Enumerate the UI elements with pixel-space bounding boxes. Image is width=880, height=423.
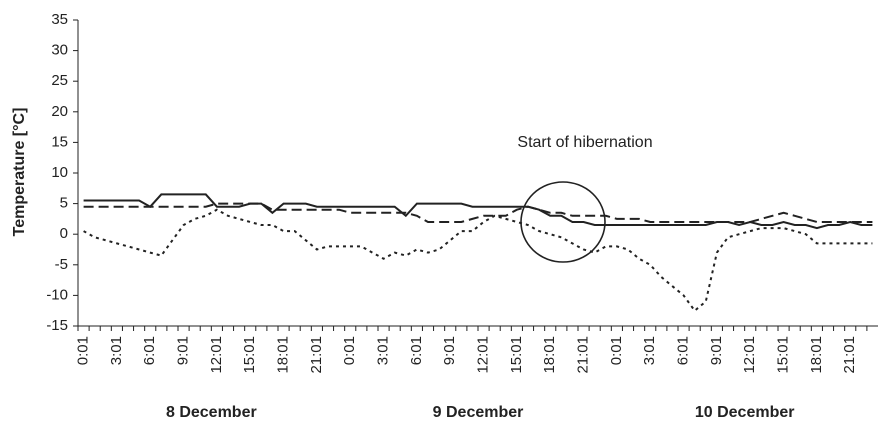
- y-tick-label: 20: [51, 103, 68, 120]
- x-tick-label: 18:01: [275, 336, 292, 374]
- x-tick-label: 9:01: [708, 336, 725, 365]
- data-line: [83, 202, 873, 223]
- x-tick-label: 12:01: [741, 336, 758, 374]
- day-label: 10 December: [695, 404, 795, 421]
- x-tick-label: 6:01: [408, 336, 425, 365]
- x-tick-label: 3:01: [108, 336, 125, 365]
- x-tick-label: 15:01: [775, 336, 792, 374]
- annotation-circle: [520, 181, 606, 263]
- x-tick-label: 3:01: [641, 336, 658, 365]
- x-tick-label: 0:01: [341, 336, 358, 365]
- y-axis-label: Temperature [°C]: [11, 108, 28, 237]
- x-tick-label: 6:01: [675, 336, 692, 365]
- x-tick-label: 9:01: [175, 336, 192, 365]
- data-line: [83, 208, 873, 313]
- x-tick-label: 15:01: [508, 336, 525, 374]
- x-tick-label: 18:01: [808, 336, 825, 374]
- x-tick-label: 18:01: [541, 336, 558, 374]
- x-tick-label: 0:01: [608, 336, 625, 365]
- x-tick-label: 21:01: [575, 336, 592, 374]
- x-tick-label: 6:01: [141, 336, 158, 365]
- x-tick-label: 0:01: [75, 336, 92, 365]
- y-tick-label: 25: [51, 72, 68, 89]
- y-tick-label: -10: [46, 286, 68, 303]
- x-tick-label: 12:01: [475, 336, 492, 374]
- day-label: 9 December: [433, 404, 524, 421]
- x-tick-label: 3:01: [375, 336, 392, 365]
- y-tick-label: -5: [55, 256, 68, 273]
- y-tick-label: 30: [51, 42, 68, 59]
- x-tick-label: 21:01: [841, 336, 858, 374]
- x-tick-label: 15:01: [241, 336, 258, 374]
- annotation: Start of hibernation: [517, 134, 652, 151]
- x-tick-label: 21:01: [308, 336, 325, 374]
- y-tick-label: 15: [51, 133, 68, 150]
- day-label: 8 December: [166, 404, 257, 421]
- x-tick-label: 9:01: [441, 336, 458, 365]
- y-tick-label: 0: [60, 225, 68, 242]
- data-line: [83, 193, 873, 230]
- y-tick-label: 5: [60, 195, 68, 212]
- y-tick-label: 10: [51, 164, 68, 181]
- y-tick-label: -15: [46, 317, 68, 334]
- x-tick-label: 12:01: [208, 336, 225, 374]
- y-tick-label: 35: [51, 11, 68, 28]
